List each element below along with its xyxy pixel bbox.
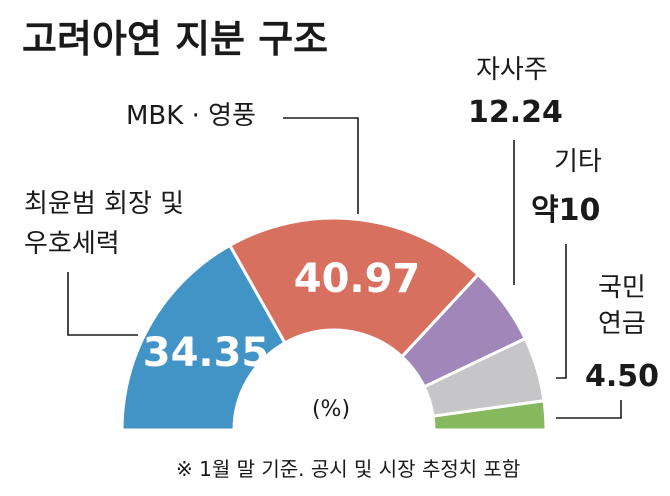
label-nps-line1: 국민 [598,273,646,303]
label-others: 기타 [554,147,602,177]
leader-line-nps [556,400,622,419]
label-loyal-line2: 우호세력 [24,229,120,259]
unit-label: (%) [312,397,350,422]
leader-line-others [556,244,567,379]
value-nps: 4.50 [585,359,659,394]
label-treasury: 자사주 [476,55,548,85]
value-mbk: 40.97 [294,256,421,302]
leader-line-mbk [283,117,359,214]
label-nps-line2: 연금 [598,309,646,339]
donut-slices [120,216,548,432]
leader-line-loyal [67,272,138,336]
slice-mbk [227,216,481,359]
slice-loyal [120,243,287,432]
slice-nps [431,399,548,432]
value-loyal: 34.35 [143,330,270,376]
value-treasury: 12.24 [468,95,563,130]
footnote: ※ 1월 말 기준. 공시 및 시장 추정치 포함 [176,457,520,481]
value-others: 약10 [531,193,600,228]
label-mbk: MBK · 영풍 [126,101,256,131]
chart-title: 고려아연 지분 구조 [22,17,328,61]
label-loyal-line1: 최윤범 회장 및 [24,189,184,219]
